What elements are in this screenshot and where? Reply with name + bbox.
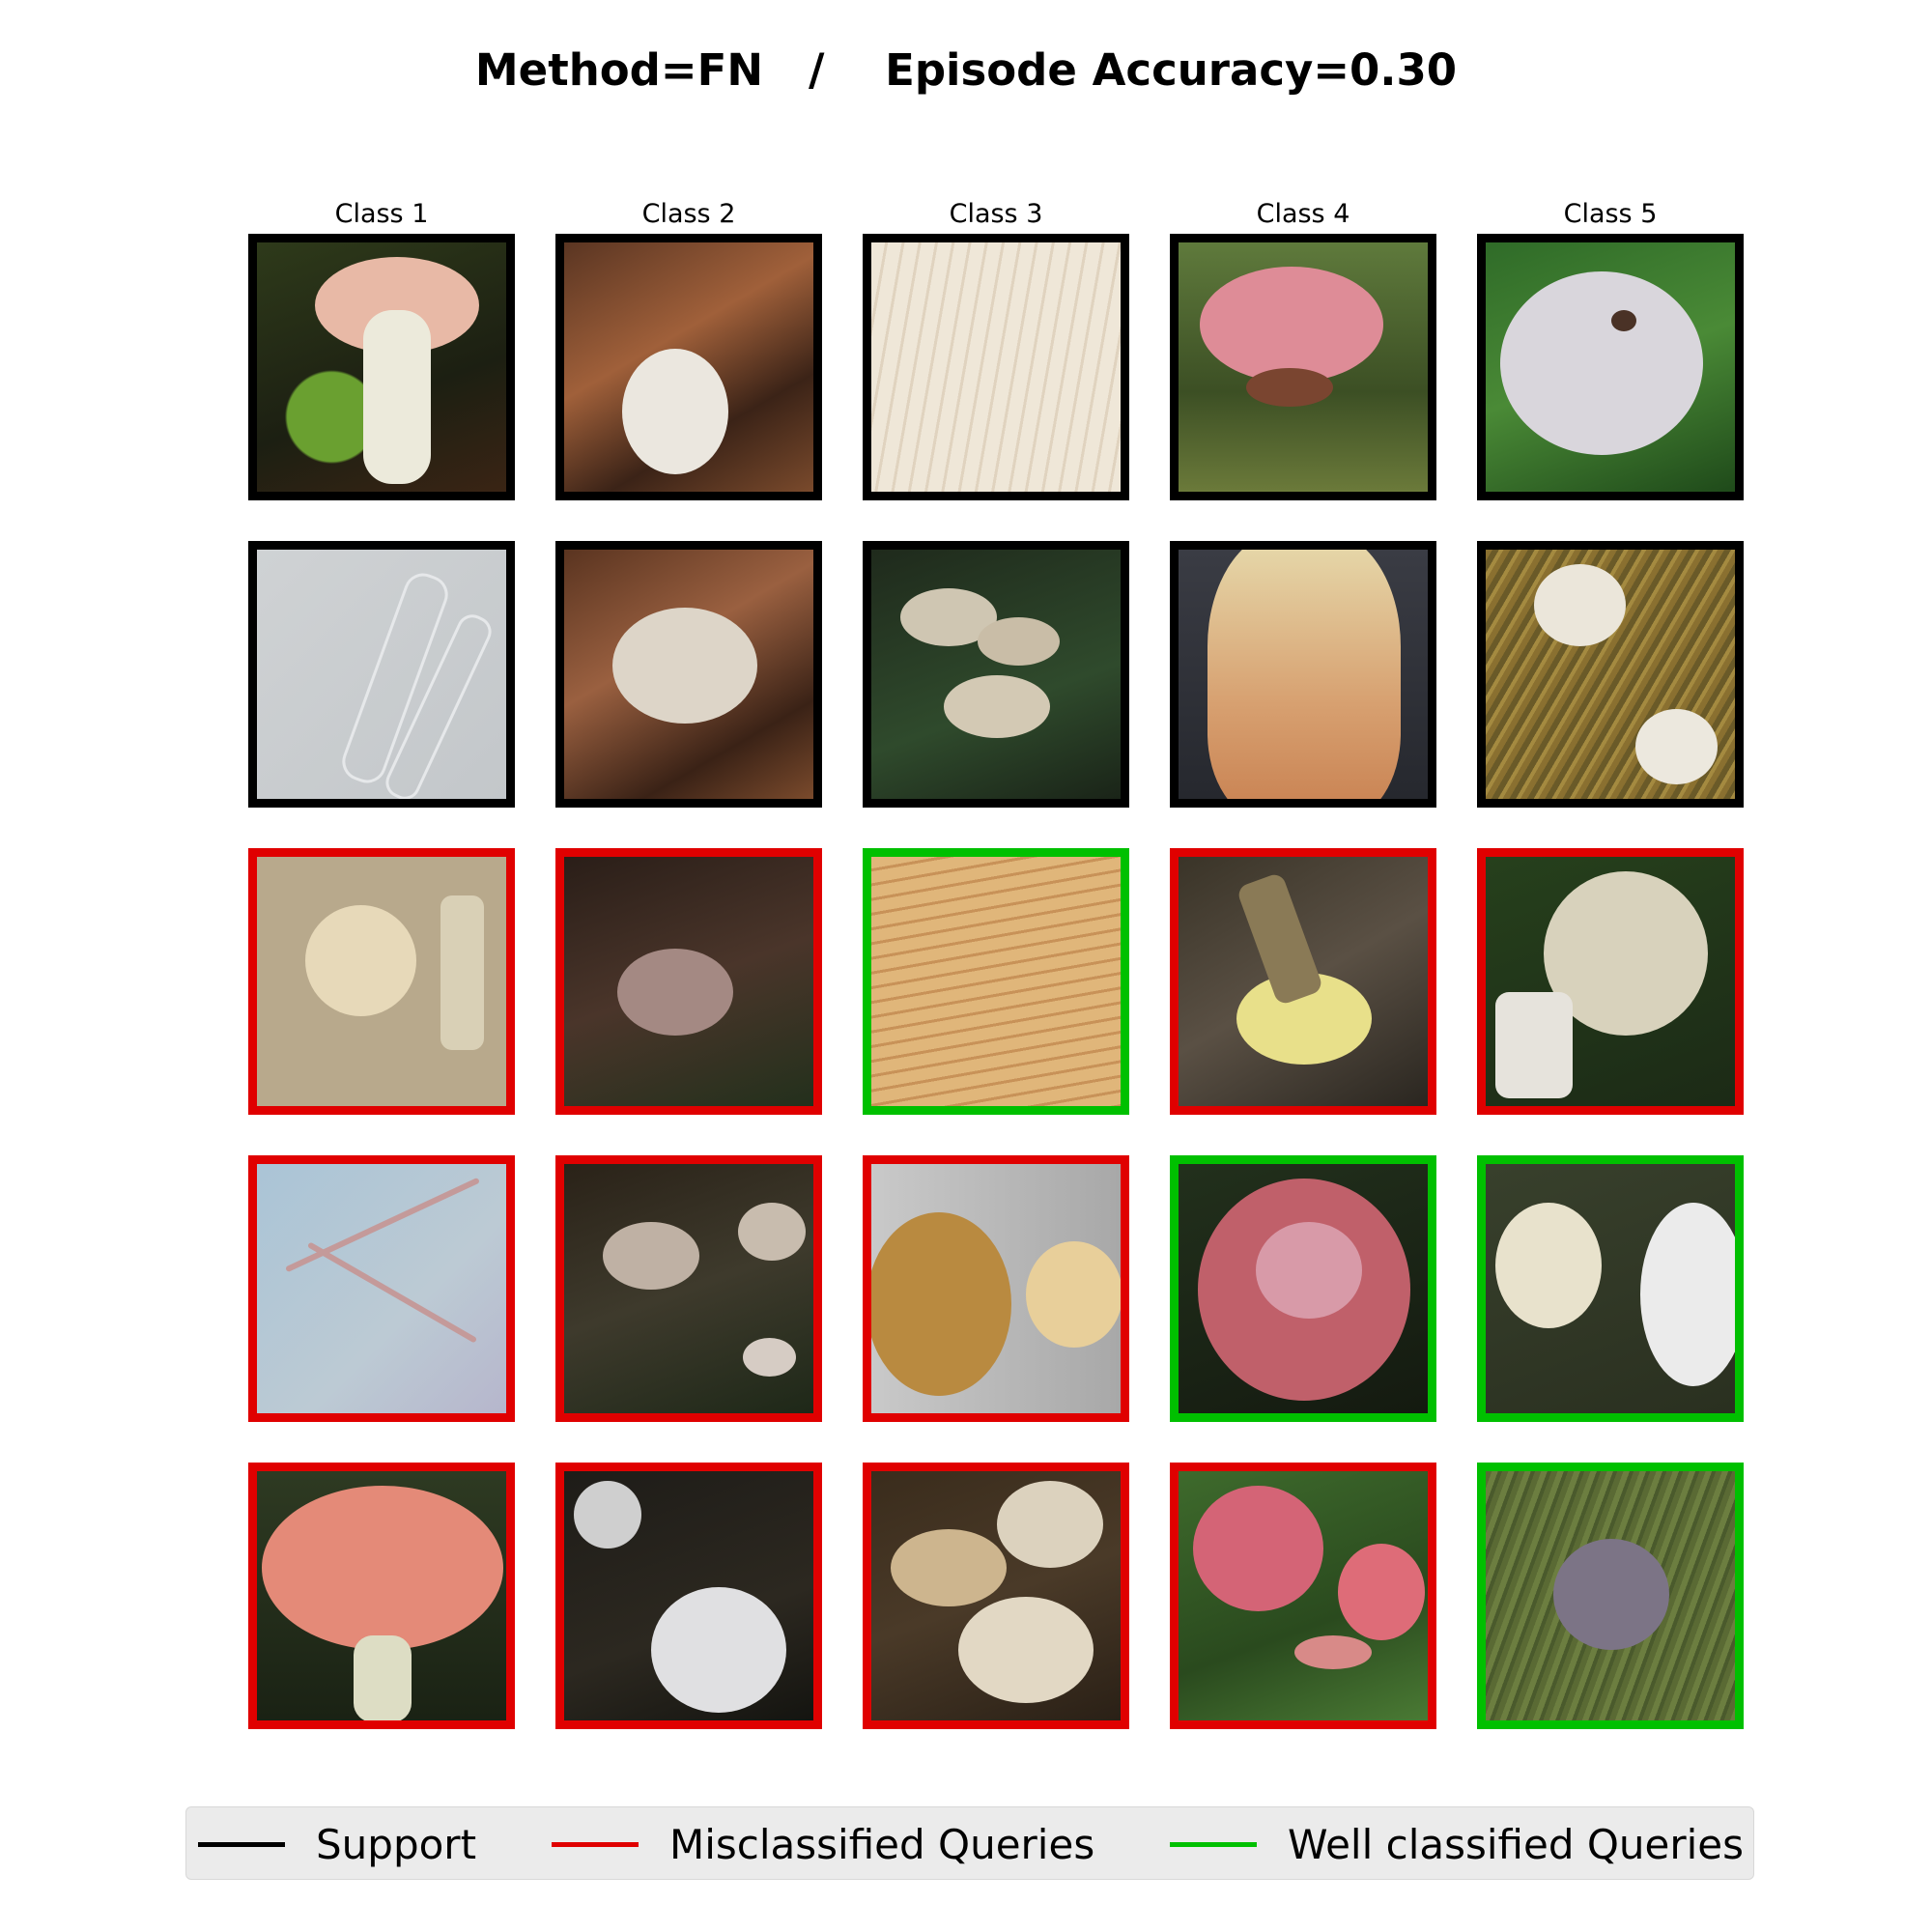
legend-label-misclassified: Misclassified Queries — [669, 1820, 1095, 1868]
legend-swatch-well-classified — [1170, 1841, 1257, 1847]
legend-label-well-classified: Well classified Queries — [1288, 1820, 1745, 1868]
image-tile-r3-c4 — [1170, 848, 1436, 1115]
figure-title: Method=FN / Episode Accuracy=0.30 — [474, 44, 1458, 96]
image-tile-r1-c5 — [1477, 234, 1744, 500]
column-label-class-4: Class 4 — [1256, 199, 1350, 229]
legend: Support Misclassified Queries Well class… — [185, 1806, 1754, 1880]
image-tile-r1-c2 — [555, 234, 822, 500]
image-tile-r5-c4 — [1170, 1463, 1436, 1729]
image-tile-r3-c1 — [248, 848, 515, 1115]
image-tile-r5-c1 — [248, 1463, 515, 1729]
image-tile-r2-c4 — [1170, 541, 1436, 808]
image-tile-r4-c5 — [1477, 1155, 1744, 1422]
image-tile-r2-c2 — [555, 541, 822, 808]
image-tile-r1-c3 — [863, 234, 1129, 500]
image-tile-r2-c5 — [1477, 541, 1744, 808]
image-tile-r2-c3 — [863, 541, 1129, 808]
image-tile-r4-c4 — [1170, 1155, 1436, 1422]
legend-label-support: Support — [316, 1820, 477, 1868]
image-tile-r4-c3 — [863, 1155, 1129, 1422]
column-label-class-3: Class 3 — [949, 199, 1043, 229]
legend-item-support: Support — [198, 1807, 476, 1881]
column-label-class-1: Class 1 — [334, 199, 429, 229]
legend-item-well-classified: Well classified Queries — [1170, 1807, 1744, 1881]
image-tile-r1-c1 — [248, 234, 515, 500]
image-tile-r2-c1 — [248, 541, 515, 808]
image-tile-r3-c3 — [863, 848, 1129, 1115]
image-tile-r3-c5 — [1477, 848, 1744, 1115]
image-tile-r4-c1 — [248, 1155, 515, 1422]
image-tile-r5-c2 — [555, 1463, 822, 1729]
image-tile-r1-c4 — [1170, 234, 1436, 500]
legend-swatch-support — [198, 1841, 285, 1847]
legend-swatch-misclassified — [552, 1841, 639, 1847]
image-tile-r4-c2 — [555, 1155, 822, 1422]
column-label-class-5: Class 5 — [1563, 199, 1658, 229]
image-tile-r5-c3 — [863, 1463, 1129, 1729]
column-label-class-2: Class 2 — [641, 199, 736, 229]
image-tile-r3-c2 — [555, 848, 822, 1115]
legend-item-misclassified: Misclassified Queries — [552, 1807, 1094, 1881]
image-tile-r5-c5 — [1477, 1463, 1744, 1729]
